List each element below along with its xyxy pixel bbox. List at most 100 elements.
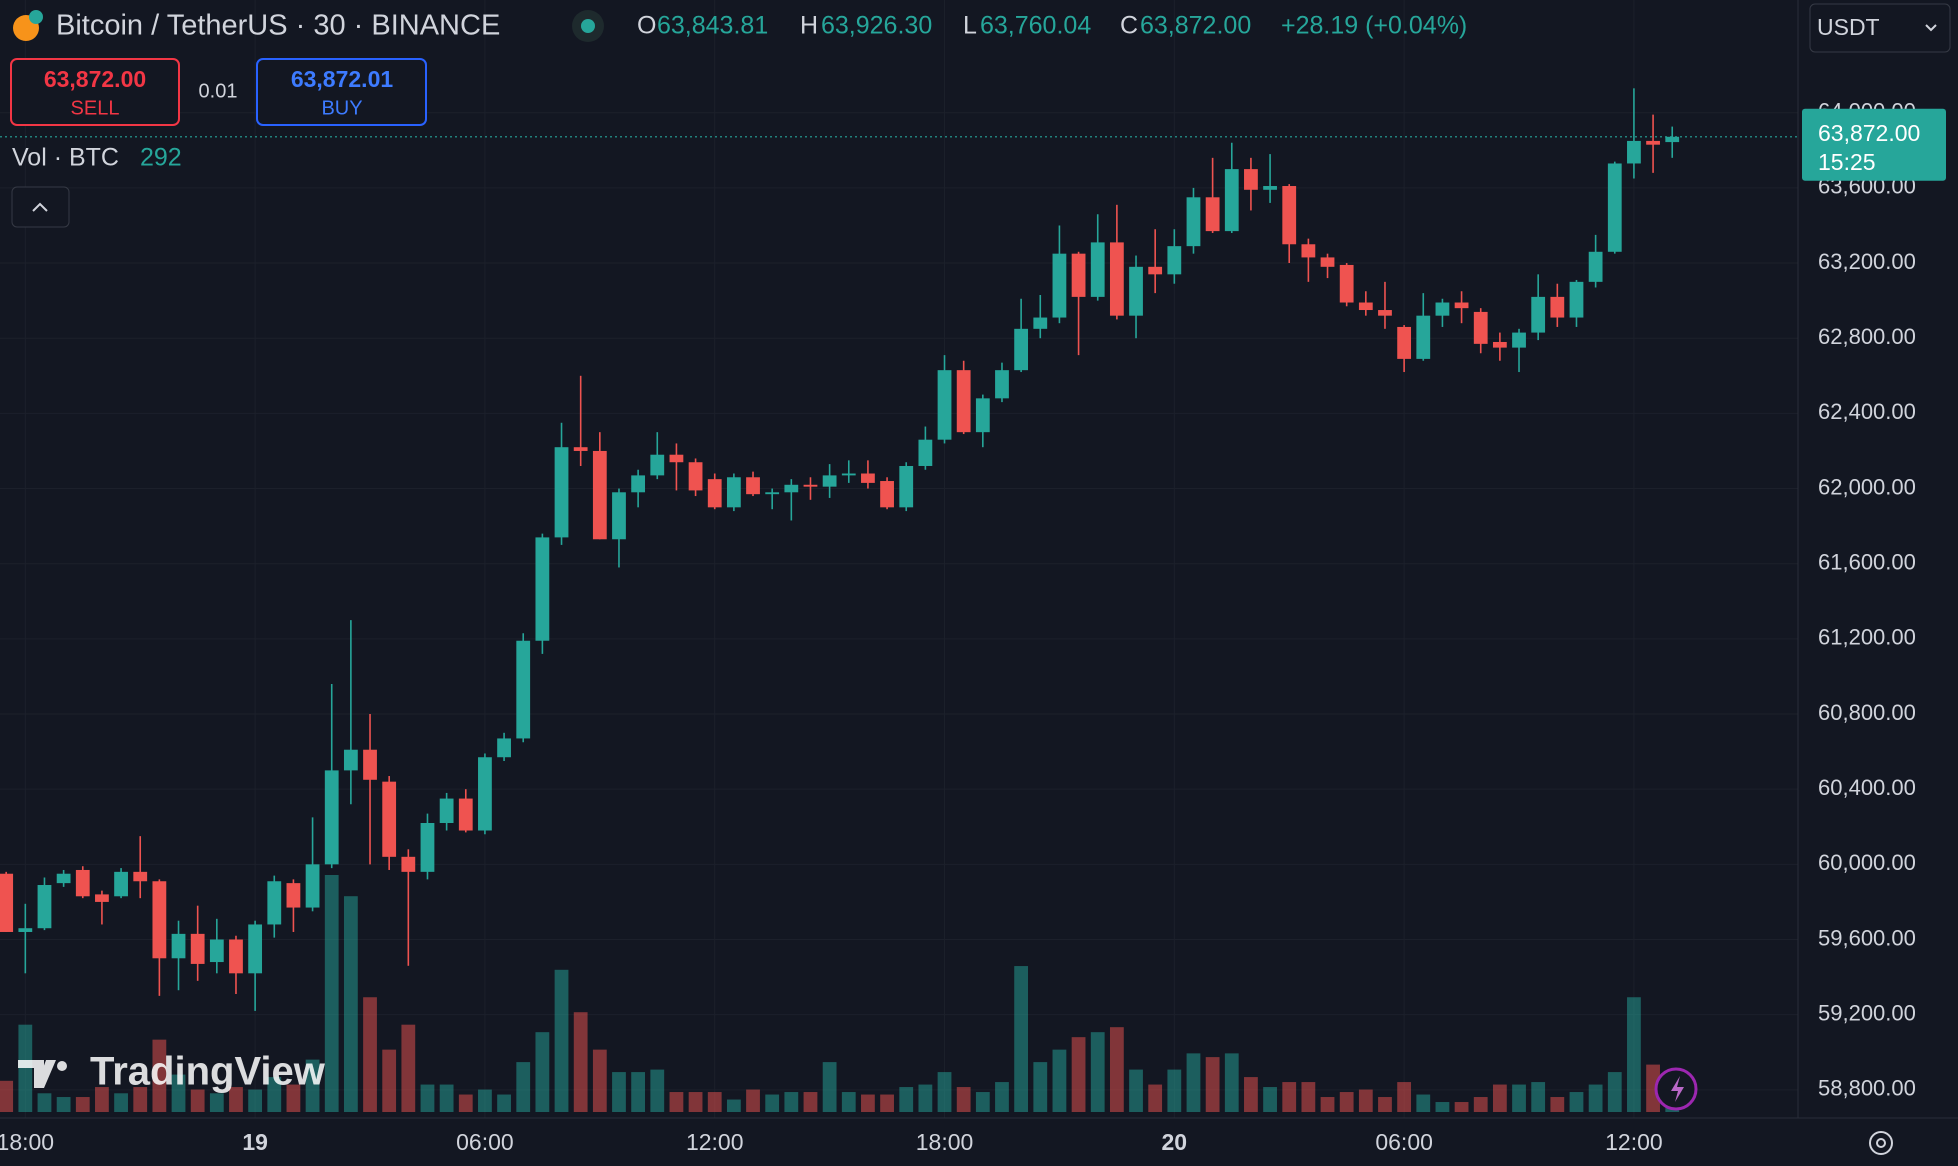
volume-bar	[0, 1080, 14, 1112]
volume-bar	[841, 1092, 856, 1112]
volume-bar	[1129, 1069, 1143, 1112]
currency-label[interactable]: USDT	[1817, 14, 1880, 40]
ohlc-value: 63,843.81	[657, 12, 768, 40]
candle-body	[363, 749, 377, 780]
y-tick-label: 60,000.00	[1818, 850, 1916, 875]
candle-body	[1320, 257, 1335, 267]
countdown: 15:25	[1818, 149, 1876, 175]
logo-mark	[18, 1060, 56, 1088]
alerts-bolt	[1671, 1076, 1684, 1102]
buy-label[interactable]: BUY	[321, 97, 362, 119]
volume-bar	[861, 1094, 875, 1112]
candle-body	[1569, 281, 1584, 318]
candle-body	[669, 454, 684, 463]
volume-bar	[1473, 1097, 1488, 1112]
volume-bar	[305, 1059, 320, 1112]
sell-button[interactable]	[10, 58, 180, 126]
candle-body	[248, 924, 263, 974]
y-tick-label: 63,200.00	[1818, 249, 1916, 274]
candle-body	[458, 798, 473, 831]
candle-body	[688, 462, 703, 491]
volume-bar	[1301, 1082, 1316, 1112]
volume-bar	[1109, 1027, 1124, 1112]
candle-body	[1378, 310, 1392, 316]
collapse-button[interactable]	[11, 186, 70, 228]
candle-body	[1167, 246, 1182, 275]
candle-body	[1301, 244, 1316, 258]
volume-bar	[458, 1094, 473, 1112]
volume-bar	[324, 875, 339, 1112]
volume-bar	[1263, 1087, 1277, 1112]
volume-bar	[267, 1077, 282, 1112]
sell-price[interactable]: 63,872.00	[44, 66, 146, 92]
x-tick-label: 20	[1162, 1129, 1188, 1155]
volume-bar	[1569, 1092, 1584, 1112]
candle-body	[1224, 169, 1239, 232]
candle-body	[918, 439, 933, 466]
y-tick-label: 60,800.00	[1818, 700, 1916, 725]
volume-bar	[726, 1099, 741, 1112]
x-tick-label: 12:00	[1605, 1129, 1663, 1155]
candle-body	[478, 757, 492, 831]
candle-body	[612, 492, 626, 540]
volume-bar	[1588, 1084, 1603, 1112]
dropdown-chevron	[1925, 24, 1937, 32]
volume-bar	[1646, 1064, 1660, 1112]
y-tick-label: 62,000.00	[1818, 474, 1916, 499]
volume-bar	[612, 1072, 626, 1112]
x-tick-label: 06:00	[456, 1129, 514, 1155]
candle-body	[880, 481, 894, 508]
candle-body	[841, 473, 856, 476]
volume-bar	[209, 1093, 224, 1112]
volume-bar	[1397, 1082, 1412, 1112]
candle-body	[1550, 296, 1565, 318]
currency-select[interactable]	[1809, 3, 1951, 53]
buy-price[interactable]: 63,872.01	[291, 66, 394, 92]
volume-bar	[956, 1087, 971, 1112]
candle-body	[324, 770, 339, 865]
candle-body	[995, 370, 1009, 399]
volume-bar	[975, 1092, 990, 1112]
volume-bar	[95, 1087, 109, 1112]
candle-body	[18, 928, 33, 932]
x-tick-label: 18:00	[0, 1129, 54, 1155]
candle-body	[1646, 140, 1660, 145]
buy-button[interactable]	[256, 58, 427, 126]
volume-bar	[229, 1087, 243, 1112]
ohlc-key: C	[1120, 12, 1138, 40]
y-tick-label: 60,400.00	[1818, 775, 1916, 800]
candle-body	[1397, 326, 1412, 359]
volume-bar	[497, 1094, 511, 1112]
volume-bar	[746, 1089, 760, 1112]
volume-bar	[1492, 1084, 1507, 1112]
settings-icon[interactable]	[1869, 1131, 1893, 1155]
candle-body	[56, 873, 71, 884]
candle-body	[1263, 186, 1277, 190]
candle-body	[133, 871, 148, 882]
volume-bar	[995, 1082, 1009, 1112]
volume-bar	[1244, 1077, 1258, 1112]
candle-body	[1512, 332, 1526, 348]
candle-body	[305, 864, 320, 908]
ohlc-value: 63,872.00	[1140, 12, 1251, 40]
candle-body	[343, 749, 358, 771]
volume-bar	[133, 1087, 148, 1112]
candle-body	[1090, 242, 1105, 297]
volume-bar	[1627, 997, 1641, 1112]
candle-body	[1627, 140, 1641, 164]
y-tick-label: 58,800.00	[1818, 1076, 1916, 1101]
volume-bar	[1148, 1084, 1163, 1112]
volume-bar	[535, 1032, 550, 1112]
candles	[0, 88, 1680, 1011]
volume-bar	[1358, 1089, 1373, 1112]
symbol-title: Bitcoin / TetherUS · 30 · BINANCE	[56, 10, 500, 42]
volume-bar	[803, 1092, 818, 1112]
volume-bar	[1071, 1037, 1086, 1112]
volume-bar	[631, 1072, 646, 1112]
candle-body	[1588, 251, 1603, 282]
volume-bar	[765, 1094, 780, 1112]
sell-label[interactable]: SELL	[71, 97, 120, 119]
volume-bar	[1224, 1053, 1239, 1112]
candle-body	[1109, 242, 1124, 316]
volume-bar	[171, 1074, 186, 1112]
